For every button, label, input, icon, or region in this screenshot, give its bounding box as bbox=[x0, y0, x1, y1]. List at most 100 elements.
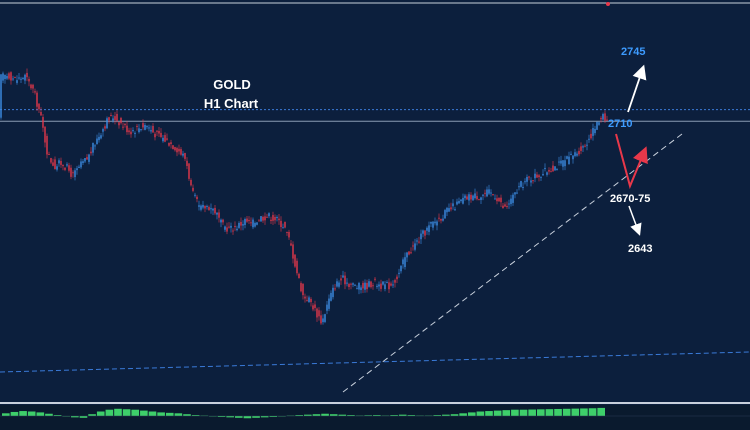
histogram-bar bbox=[234, 416, 243, 418]
candle-body bbox=[562, 160, 564, 167]
candle-body bbox=[116, 113, 118, 121]
candle-body bbox=[108, 117, 110, 121]
candle-body bbox=[268, 213, 270, 217]
candle-body bbox=[306, 300, 308, 302]
candle-body bbox=[206, 206, 208, 208]
candle-body bbox=[182, 153, 184, 156]
candle-body bbox=[378, 284, 380, 287]
candle-body bbox=[512, 194, 514, 203]
candle-body bbox=[286, 231, 288, 233]
candle-body bbox=[428, 225, 430, 232]
candle-body bbox=[44, 126, 46, 143]
arrows-layer bbox=[615, 64, 648, 236]
candle-body bbox=[150, 130, 152, 132]
candle-body bbox=[88, 154, 90, 162]
candle-body bbox=[22, 77, 24, 79]
candle-body bbox=[394, 280, 396, 283]
corner-marker bbox=[606, 2, 610, 6]
histogram-bar bbox=[588, 408, 597, 416]
candle-body bbox=[454, 209, 456, 211]
histogram-bar bbox=[45, 413, 53, 416]
histogram-bar bbox=[329, 414, 338, 416]
candle-body bbox=[200, 205, 202, 210]
candle-body bbox=[132, 130, 134, 132]
candle-body bbox=[266, 216, 268, 218]
candle-body bbox=[164, 135, 166, 142]
candle-body bbox=[584, 145, 586, 147]
candle-body bbox=[254, 223, 256, 227]
candle-body bbox=[566, 156, 568, 159]
histogram-bar bbox=[79, 416, 88, 418]
candle-body bbox=[148, 127, 150, 129]
candle-body bbox=[218, 212, 220, 218]
candle-body bbox=[192, 187, 194, 191]
histogram-bar bbox=[390, 415, 398, 416]
histogram-bar bbox=[442, 414, 450, 416]
candle-body bbox=[302, 283, 304, 296]
candle-body bbox=[376, 285, 378, 287]
histogram-bar bbox=[191, 415, 200, 416]
candle-body bbox=[26, 72, 28, 78]
candle-body bbox=[578, 150, 580, 155]
candle-body bbox=[128, 130, 130, 133]
candle-body bbox=[588, 138, 590, 140]
histogram-bar bbox=[545, 409, 554, 416]
candle-body bbox=[262, 216, 264, 221]
candle-body bbox=[424, 230, 426, 236]
candle-body bbox=[598, 122, 600, 125]
candle-body bbox=[532, 180, 534, 182]
candle-body bbox=[498, 197, 500, 202]
candle-body bbox=[216, 212, 218, 215]
histogram-bar bbox=[338, 414, 347, 416]
histogram-bar bbox=[459, 413, 467, 416]
candle-body bbox=[278, 218, 280, 221]
candle-body bbox=[252, 219, 254, 228]
candle-body bbox=[82, 161, 84, 164]
candle-body bbox=[528, 176, 530, 178]
candle-body bbox=[340, 278, 342, 281]
candle-body bbox=[234, 225, 236, 227]
candle-body bbox=[586, 144, 588, 146]
candle-body bbox=[156, 130, 158, 132]
candle-body bbox=[348, 283, 350, 287]
candle-body bbox=[310, 298, 312, 303]
candle-body bbox=[446, 207, 448, 213]
candle-body bbox=[196, 196, 198, 200]
candle-body bbox=[514, 192, 516, 195]
histogram-bar bbox=[407, 415, 416, 416]
candle-body bbox=[448, 208, 450, 212]
candle-body bbox=[384, 284, 386, 290]
candle-body bbox=[110, 115, 112, 117]
candle-body bbox=[84, 158, 86, 162]
candle-body bbox=[430, 221, 432, 224]
candle-body bbox=[436, 221, 438, 226]
histogram-bar bbox=[157, 412, 165, 416]
candle-body bbox=[188, 163, 190, 179]
candle-body bbox=[500, 197, 502, 203]
histogram-bar bbox=[243, 416, 252, 419]
candle-body bbox=[360, 287, 362, 291]
candle-body bbox=[490, 192, 492, 194]
candle-body bbox=[24, 74, 26, 81]
candle-body bbox=[546, 172, 548, 175]
candle-body bbox=[288, 231, 290, 238]
histogram-bar bbox=[511, 409, 519, 416]
candle-body bbox=[222, 219, 224, 223]
candle-body bbox=[406, 252, 408, 258]
candle-body bbox=[460, 199, 462, 201]
candle-body bbox=[48, 154, 50, 156]
histogram-bar bbox=[580, 408, 588, 416]
candle-body bbox=[194, 194, 196, 196]
candle-body bbox=[404, 257, 406, 268]
candle-body bbox=[290, 243, 292, 246]
candle-body bbox=[248, 220, 250, 222]
candle-body bbox=[214, 207, 216, 214]
candle-body bbox=[594, 128, 596, 134]
candle-body bbox=[390, 283, 392, 286]
candle-body bbox=[226, 227, 228, 232]
candle-body bbox=[66, 164, 68, 166]
candle-body bbox=[90, 151, 92, 154]
candle-body bbox=[408, 251, 410, 255]
candle-body bbox=[60, 160, 62, 165]
candle-body bbox=[540, 176, 542, 178]
